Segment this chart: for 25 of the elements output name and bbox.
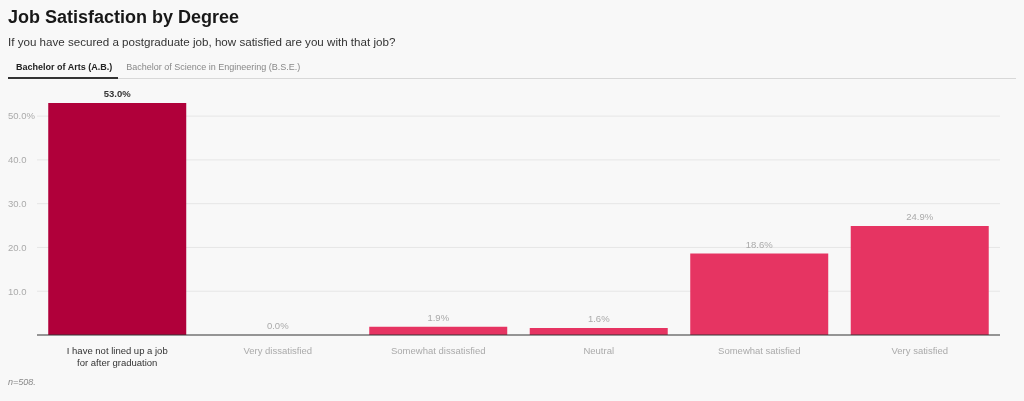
data-label: 1.9% [427,311,450,323]
text: n=508. [8,377,36,387]
bar [690,253,829,335]
chart-title: Job Satisfaction by Degree [8,7,240,28]
data-label: 0.0% [266,320,290,331]
x-tick-label: Neutral [583,344,615,356]
y-tick-label: 50.0% [8,110,36,122]
bar [850,226,989,335]
x-tick-label: Somewhat satisfied [718,344,801,356]
data-label: 53.0% [103,88,132,99]
x-tick-label: Very satisfied [891,344,948,356]
y-tick-label: 40.0 [8,154,27,166]
data-label: 24.9% [906,211,934,222]
text: Bachelor of Science in Engineering (B.S.E.) [126,62,301,72]
y-tick-label: 20.0 [8,241,27,253]
data-label: 1.6% [587,313,611,324]
y-tick-label: 10.0 [8,285,27,297]
x-tick-label: I have not lined up a job for after graduation [66,344,168,368]
text: Bachelor of Arts (A.B.) [16,62,113,72]
data-label: 18.6% [745,238,774,250]
x-tick-label: Very dissatisfied [243,344,313,356]
x-tick-label: Somewhat dissatisfied [390,344,486,356]
bar [48,103,187,335]
y-tick-label: 30.0 [8,198,27,209]
chart-subtitle: If you have secured a postgraduate job, how satisfied are you with that job? [8,35,396,48]
